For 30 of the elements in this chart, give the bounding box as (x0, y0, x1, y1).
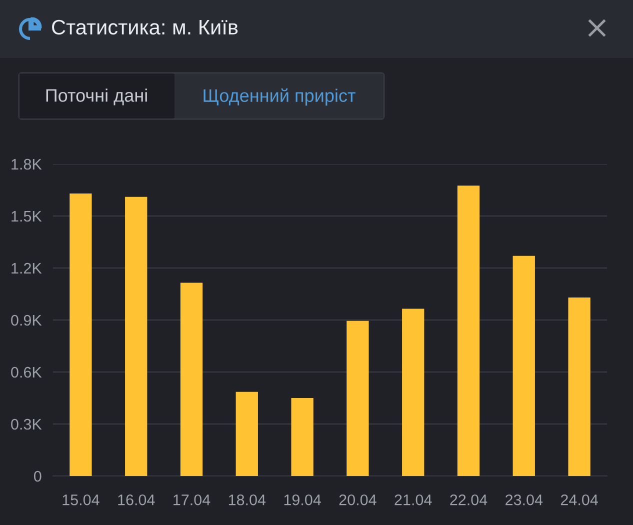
text: Поточні дані (46, 88, 147, 106)
bar (125, 196, 148, 476)
bar (568, 297, 590, 476)
x-tick-label: 21.04 (394, 494, 432, 506)
y-tick-label: 1.5K (12, 211, 42, 222)
x-tick-label: 22.04 (450, 494, 488, 506)
bar (180, 282, 203, 476)
y-tick-label: 0.6K (11, 366, 42, 378)
bar (512, 256, 535, 476)
x-tick-label: 16.04 (118, 494, 155, 506)
bar (236, 392, 258, 476)
text: Щоденний приріст (204, 88, 356, 106)
x-tick-label: 18.04 (228, 494, 266, 506)
x-tick-label: 20.04 (339, 494, 376, 506)
bar (457, 186, 480, 476)
bar (70, 193, 92, 476)
bar (402, 308, 424, 476)
x-tick-label: 24.04 (560, 494, 598, 506)
chart-title: Статистика: м. Київ (52, 20, 238, 35)
y-tick-label: 0.3K (11, 418, 42, 430)
y-tick-label: 1.2K (12, 262, 42, 274)
bar (291, 398, 314, 476)
y-tick-label: 1.8K (12, 158, 42, 170)
x-tick-label: 15.04 (62, 494, 100, 506)
x-tick-label: 19.04 (284, 494, 321, 506)
bar (346, 320, 369, 476)
x-tick-label: 17.04 (174, 494, 210, 506)
x-tick-label: 23.04 (506, 494, 543, 506)
y-tick-label: 0.9K (11, 314, 42, 326)
y-tick-label: 0 (34, 470, 42, 482)
